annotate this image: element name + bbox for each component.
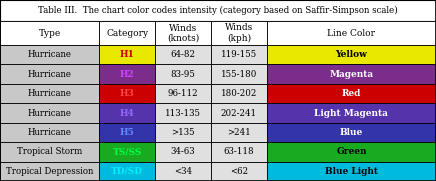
Bar — [0, 45, 99, 64]
Bar — [99, 84, 155, 103]
Bar — [155, 64, 211, 84]
Text: Line Color: Line Color — [327, 29, 375, 38]
Text: 63-118: 63-118 — [224, 147, 254, 156]
Bar — [267, 64, 436, 84]
Bar — [99, 103, 155, 123]
Text: H3: H3 — [120, 89, 135, 98]
Text: Green: Green — [336, 147, 367, 156]
Text: Hurricane: Hurricane — [28, 89, 72, 98]
Text: 96-112: 96-112 — [168, 89, 198, 98]
Text: Winds
(knots): Winds (knots) — [167, 24, 199, 43]
Text: 83-95: 83-95 — [170, 70, 196, 79]
Text: >241: >241 — [227, 128, 251, 137]
Text: Light Magenta: Light Magenta — [314, 109, 388, 117]
Text: H1: H1 — [120, 50, 135, 59]
Bar — [155, 142, 211, 162]
Text: 119-155: 119-155 — [221, 50, 257, 59]
Bar — [155, 84, 211, 103]
Bar — [155, 162, 211, 181]
Bar — [267, 45, 436, 64]
Text: Red: Red — [342, 89, 361, 98]
Bar — [99, 45, 155, 64]
Bar — [267, 84, 436, 103]
Bar — [211, 103, 267, 123]
Text: 202-241: 202-241 — [221, 109, 257, 117]
Text: TS/SS: TS/SS — [112, 147, 142, 156]
Bar — [0, 21, 99, 45]
Bar — [211, 162, 267, 181]
Bar — [0, 0, 436, 21]
Bar — [267, 21, 436, 45]
Text: Hurricane: Hurricane — [28, 70, 72, 79]
Bar — [0, 84, 99, 103]
Text: Magenta: Magenta — [329, 70, 374, 79]
Text: <34: <34 — [174, 167, 192, 176]
Text: H5: H5 — [120, 128, 135, 137]
Bar — [99, 142, 155, 162]
Text: 113-135: 113-135 — [165, 109, 201, 117]
Text: Hurricane: Hurricane — [28, 109, 72, 117]
Bar — [267, 103, 436, 123]
Bar — [211, 123, 267, 142]
Text: Tropical Depression: Tropical Depression — [6, 167, 93, 176]
Text: H2: H2 — [120, 70, 135, 79]
Bar — [211, 84, 267, 103]
Text: Blue Light: Blue Light — [325, 167, 378, 176]
Text: H4: H4 — [120, 109, 135, 117]
Bar — [155, 21, 211, 45]
Text: 64-82: 64-82 — [170, 50, 196, 59]
Bar — [267, 123, 436, 142]
Bar — [0, 123, 99, 142]
Text: >135: >135 — [171, 128, 195, 137]
Text: TD/SD: TD/SD — [111, 167, 143, 176]
Text: 180-202: 180-202 — [221, 89, 257, 98]
Text: Type: Type — [38, 29, 61, 38]
Text: 155-180: 155-180 — [221, 70, 257, 79]
Text: Tropical Storm: Tropical Storm — [17, 147, 82, 156]
Text: Hurricane: Hurricane — [28, 50, 72, 59]
Bar — [155, 123, 211, 142]
Bar — [99, 123, 155, 142]
Bar — [211, 45, 267, 64]
Bar — [155, 45, 211, 64]
Bar — [211, 21, 267, 45]
Bar — [0, 162, 99, 181]
Bar — [211, 142, 267, 162]
Bar — [0, 103, 99, 123]
Bar — [99, 21, 155, 45]
Bar — [267, 162, 436, 181]
Text: Table III.  The chart color codes intensity (category based on Saffir-Simpson sc: Table III. The chart color codes intensi… — [38, 6, 398, 15]
Text: Blue: Blue — [340, 128, 363, 137]
Bar — [211, 64, 267, 84]
Text: Yellow: Yellow — [335, 50, 368, 59]
Bar — [155, 103, 211, 123]
Text: Winds
(kph): Winds (kph) — [225, 24, 253, 43]
Text: <62: <62 — [230, 167, 248, 176]
Bar — [0, 142, 99, 162]
Text: Category: Category — [106, 29, 148, 38]
Text: 34-63: 34-63 — [171, 147, 195, 156]
Bar — [99, 162, 155, 181]
Bar — [99, 64, 155, 84]
Bar — [267, 142, 436, 162]
Bar — [0, 64, 99, 84]
Text: Hurricane: Hurricane — [28, 128, 72, 137]
